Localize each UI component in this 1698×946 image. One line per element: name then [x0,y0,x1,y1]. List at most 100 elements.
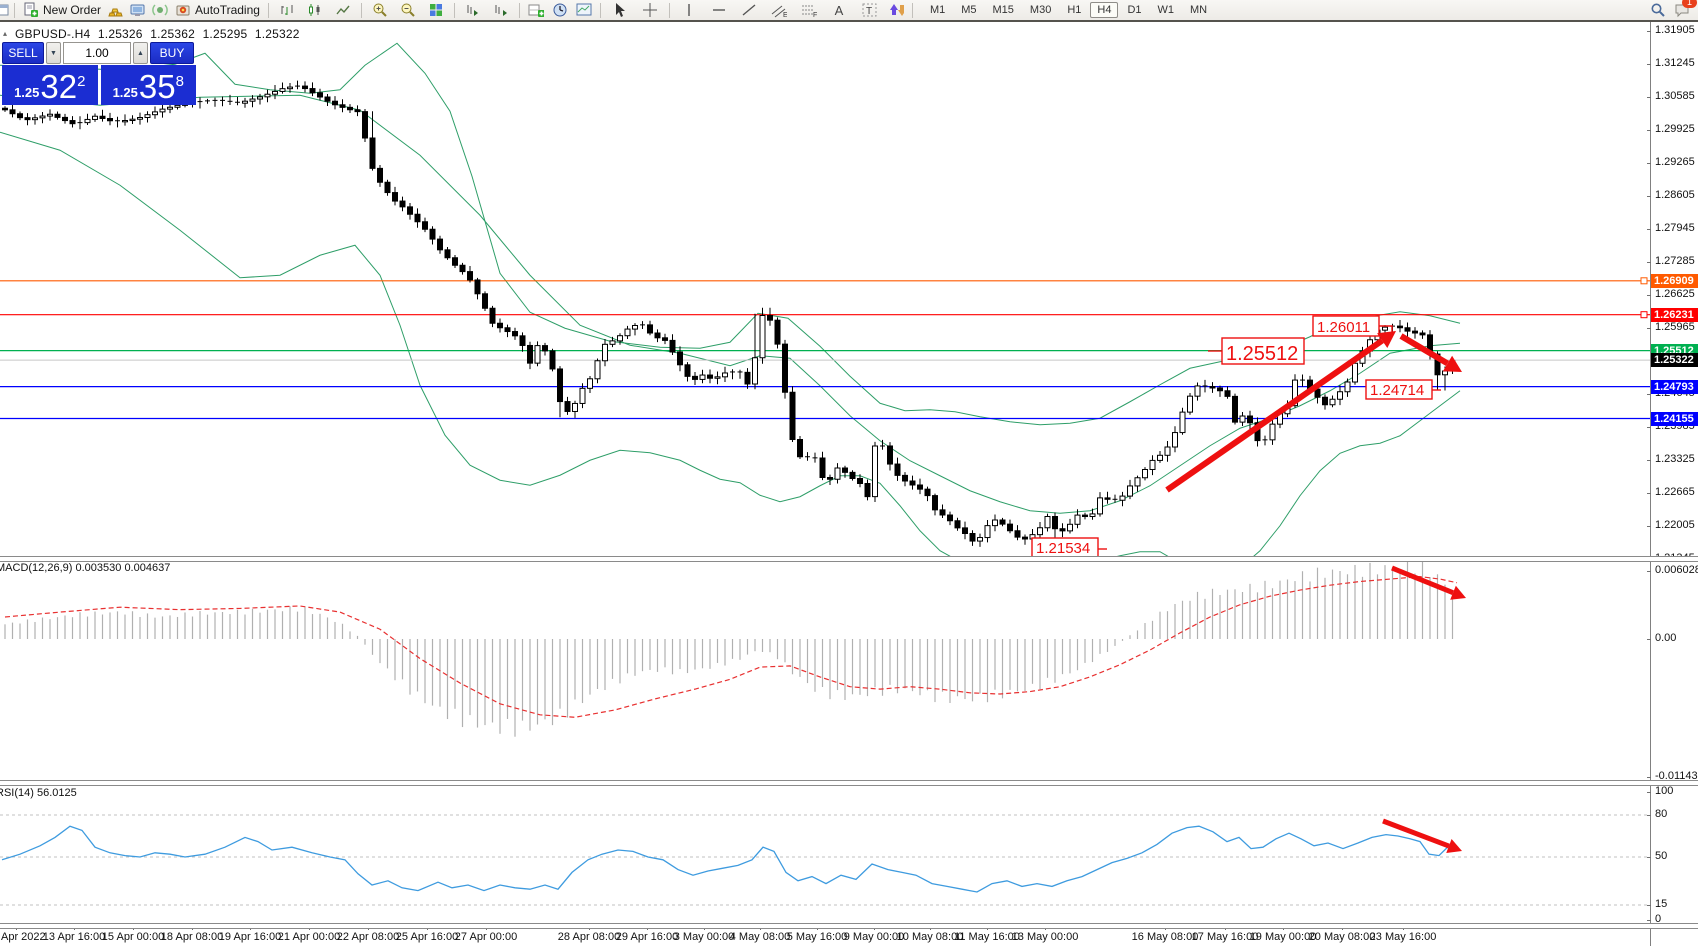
timeframe-button-M15[interactable]: M15 [986,2,1021,18]
macd-indicator-panel[interactable] [0,560,1650,780]
y-axis-tick-mark [1647,777,1651,778]
bollinger-middle-band [0,94,1461,514]
fibonacci-icon[interactable]: F [801,2,817,18]
indicators-icon[interactable] [528,2,544,18]
candle-bear [909,480,916,486]
candle-bear [894,463,901,476]
cursor-icon[interactable] [612,2,628,18]
panel-separator[interactable] [0,556,1698,562]
panel-separator[interactable] [0,780,1698,786]
arrows-tool-icon[interactable] [888,2,904,18]
candle-bull [1382,326,1388,331]
periods-icon[interactable] [552,2,568,18]
candle-bull [174,104,181,108]
price-annotation-box[interactable] [1221,337,1305,365]
timeframe-button-M5[interactable]: M5 [954,2,983,18]
new-order-button[interactable]: New Order [19,1,105,19]
rsi-indicator-panel[interactable] [0,784,1650,923]
zoom-in-icon[interactable] [372,2,388,18]
y-axis-tick-mark [1647,295,1651,296]
candle-bear [1217,387,1223,392]
y-axis-tick-label: 0.006028 [1655,564,1698,576]
terminal-icon[interactable] [130,2,146,18]
buy-button[interactable]: BUY [150,42,194,64]
notifications-icon[interactable]: 1 [1674,0,1697,18]
y-axis-tick-mark [1647,64,1651,65]
y-axis-tick-mark [1647,427,1651,428]
x-axis-date-label: 3 May 00:00 [673,931,735,943]
main-price-chart[interactable]: 1.26011 1.25512 1.24714 1.21534 [0,25,1650,558]
buy-price-panel[interactable]: 1.25 35 8 [100,65,196,105]
chart-window-icon[interactable] [0,2,10,18]
search-icon[interactable] [1650,2,1666,18]
volume-input[interactable] [63,42,131,64]
line-chart-icon[interactable] [335,2,351,18]
sell-button[interactable]: SELL [2,42,44,64]
text-label-icon[interactable]: T [861,2,877,18]
price-axis[interactable]: 1.31905 1.31245 1.30585 1.29925 1.29265 1.286… [1647,20,1698,946]
ohlc-low: 1.25295 [202,27,248,41]
bar-chart-icon[interactable] [279,2,295,18]
y-axis-tick-label: 15 [1655,898,1668,910]
trend-arrow[interactable] [1165,338,1384,493]
timeframe-button-MN[interactable]: MN [1183,2,1214,18]
timeframe-button-M1[interactable]: M1 [923,2,952,18]
signal-icon[interactable] [152,2,168,18]
price-level-label: 1.25322 [1651,353,1698,368]
candle-bull [32,117,38,121]
tile-windows-icon[interactable] [428,2,444,18]
price-annotation-box[interactable] [1312,315,1380,337]
candle-bull [1239,415,1246,423]
line-endpoint-marker[interactable] [1640,311,1648,319]
candle-bear [369,137,376,169]
zoom-out-icon[interactable] [400,2,416,18]
buy-price-big: 35 [138,68,176,105]
price-annotation-box[interactable] [1365,379,1433,400]
autotrading-button[interactable]: AutoTrading [171,1,264,19]
line-endpoint-marker[interactable] [1640,277,1648,285]
auto-scroll-icon[interactable] [465,2,481,18]
trend-arrow[interactable] [1399,333,1450,367]
y-axis-tick-label: 0 [1655,913,1662,925]
timeframe-button-M30[interactable]: M30 [1023,2,1058,18]
candlestick-chart-icon[interactable] [307,2,323,18]
timeframe-button-D1[interactable]: D1 [1120,2,1148,18]
x-axis-date-label: 22 Apr 08:00 [336,931,400,943]
chart-shift-icon[interactable] [493,2,509,18]
y-axis-tick-label: 1.30585 [1655,90,1695,102]
trend-arrow[interactable] [1391,565,1454,596]
volume-decrease-button[interactable]: ▼ [46,42,61,64]
x-axis-date-label: 13 Apr 16:00 [42,931,106,943]
timeframe-button-W1[interactable]: W1 [1151,2,1182,18]
trendline-icon[interactable] [741,2,757,18]
sell-price-small: 1.25 [14,85,40,100]
horizontal-line-icon[interactable] [711,2,727,18]
timeframe-button-H1[interactable]: H1 [1060,2,1088,18]
sell-price-panel[interactable]: 1.25 32 2 [2,65,98,105]
vertical-line-icon[interactable] [681,2,697,18]
candle-bear [707,374,713,379]
candle-bear [947,514,953,522]
trend-arrow-head [1377,331,1396,348]
trend-arrow-head [1450,585,1466,600]
candle-bear [654,332,661,339]
candle-bear [1104,497,1111,500]
buy-price-sup: 8 [175,73,184,90]
gold-bars-icon[interactable] [108,2,124,18]
equidistant-channel-icon[interactable]: E [771,2,787,18]
timeframe-button-H4[interactable]: H4 [1090,2,1119,18]
collapse-panel-icon[interactable]: ▴ [3,29,8,38]
trend-arrow-head [1446,839,1462,854]
volume-increase-button[interactable]: ▲ [133,42,148,64]
trend-arrow[interactable] [1382,818,1450,849]
y-axis-tick-mark [1647,571,1651,572]
notification-badge: 1 [1682,0,1697,8]
candle-bear [924,488,931,497]
candle-bull [594,360,601,380]
text-tool-icon[interactable]: A [834,2,844,18]
candle-bear [324,96,331,102]
templates-icon[interactable] [576,2,592,18]
crosshair-icon[interactable] [642,2,658,18]
toolbar-separator [599,2,601,18]
